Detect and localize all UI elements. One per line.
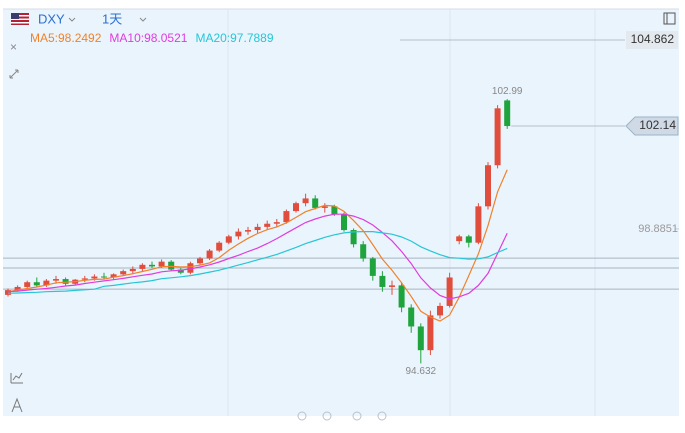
- candle-body: [225, 236, 232, 243]
- candle-body: [264, 223, 271, 227]
- candle-body: [293, 203, 299, 212]
- candle-body: [91, 276, 98, 279]
- legend-entry: MA20:97.7889: [195, 31, 273, 45]
- candle-body: [408, 307, 415, 327]
- candle-body: [245, 230, 251, 232]
- candle-body: [158, 261, 165, 267]
- candle-body: [81, 278, 88, 280]
- candle-body: [446, 277, 453, 306]
- last-price-tag: [625, 116, 679, 136]
- candle-body: [216, 242, 223, 251]
- candle-body: [475, 206, 482, 243]
- candle-body: [149, 264, 155, 267]
- plot: [3, 39, 679, 364]
- ma-line: [7, 213, 508, 300]
- candle-body: [437, 305, 443, 316]
- dropdown-arrow[interactable]: [68, 17, 76, 22]
- candle-body: [168, 261, 175, 270]
- y-tick-label: 104.862: [631, 32, 675, 46]
- ma-line: [7, 231, 508, 294]
- candle-body: [379, 275, 386, 287]
- candle-body: [360, 244, 367, 259]
- candle-body: [235, 231, 242, 237]
- candle-body: [110, 274, 117, 278]
- plot-area: [3, 9, 679, 416]
- candle-body: [465, 236, 472, 243]
- tick-box: [626, 30, 678, 49]
- expand-icon[interactable]: [9, 69, 19, 79]
- candle-body: [312, 198, 319, 208]
- panel-icon[interactable]: [663, 12, 676, 25]
- high-label: 102.99: [492, 86, 523, 97]
- candle-body: [389, 285, 395, 287]
- candle-body: [504, 100, 511, 127]
- y-tick-label: 98.8851: [638, 223, 678, 235]
- candle-body: [456, 236, 463, 242]
- candle-body: [350, 230, 357, 245]
- candle-body: [129, 268, 136, 272]
- candle-body: [62, 279, 69, 284]
- candle-body: [485, 165, 491, 207]
- legend-entry: MA5:98.2492: [30, 31, 102, 45]
- candle-body: [254, 226, 261, 231]
- last-price-label: 102.14: [639, 118, 676, 132]
- candle-body: [24, 282, 31, 287]
- candle-body: [177, 269, 184, 273]
- low-label: 94.632: [406, 366, 437, 377]
- dropdown-arrow[interactable]: [139, 17, 147, 22]
- candle-body: [139, 264, 146, 269]
- page-dots: [297, 411, 387, 421]
- candle-body: [120, 271, 127, 275]
- candle-body: [494, 108, 501, 166]
- candle-body: [206, 250, 213, 259]
- candle-body: [43, 280, 50, 286]
- symbol[interactable]: DXY: [38, 11, 65, 26]
- candle-body: [417, 326, 424, 351]
- candle-body: [273, 222, 280, 224]
- candle-body: [302, 198, 309, 204]
- candle-body: [33, 282, 40, 286]
- candle-body: [14, 286, 21, 291]
- candle-body: [398, 285, 405, 308]
- indicator-icon[interactable]: [10, 372, 23, 384]
- interval[interactable]: 1天: [102, 11, 122, 26]
- candle-body: [341, 214, 347, 231]
- flag-icon: [11, 13, 29, 25]
- candle-body: [321, 206, 328, 208]
- draw-icon[interactable]: [11, 397, 23, 413]
- ma-line: [7, 169, 508, 322]
- candle-body: [197, 258, 203, 264]
- candle-body: [187, 263, 194, 273]
- close-icon[interactable]: ×: [10, 40, 17, 54]
- candle-body: [101, 276, 107, 278]
- candle-body: [331, 206, 338, 215]
- legend-entry: MA10:98.0521: [109, 31, 187, 45]
- candle-body: [283, 211, 290, 223]
- candle-body: [5, 290, 11, 295]
- candle-body: [427, 315, 434, 351]
- candle-body: [369, 258, 376, 276]
- candle-body: [53, 279, 59, 281]
